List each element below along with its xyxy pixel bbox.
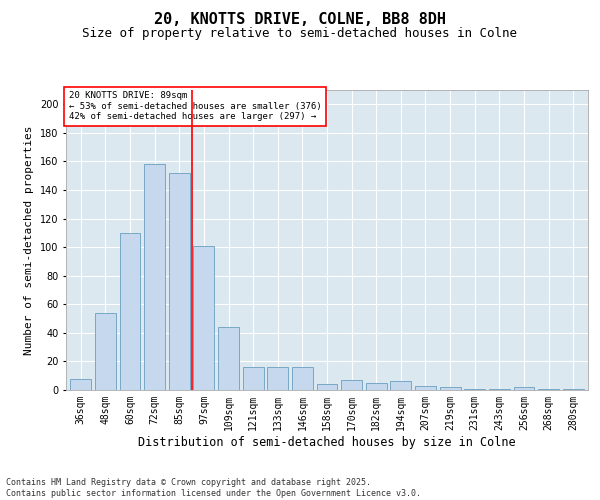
- Bar: [267, 367, 288, 390]
- Text: Contains HM Land Registry data © Crown copyright and database right 2025.
Contai: Contains HM Land Registry data © Crown c…: [6, 478, 421, 498]
- X-axis label: Distribution of semi-detached houses by size in Colne: Distribution of semi-detached houses by …: [138, 436, 516, 448]
- Bar: [415, 386, 436, 390]
- Bar: [70, 378, 91, 390]
- Bar: [538, 388, 559, 390]
- Bar: [144, 164, 165, 390]
- Bar: [292, 367, 313, 390]
- Bar: [391, 382, 412, 390]
- Text: 20, KNOTTS DRIVE, COLNE, BB8 8DH: 20, KNOTTS DRIVE, COLNE, BB8 8DH: [154, 12, 446, 28]
- Bar: [218, 327, 239, 390]
- Bar: [193, 246, 214, 390]
- Text: Size of property relative to semi-detached houses in Colne: Size of property relative to semi-detach…: [83, 28, 517, 40]
- Bar: [95, 313, 116, 390]
- Bar: [366, 383, 387, 390]
- Bar: [563, 388, 584, 390]
- Bar: [169, 173, 190, 390]
- Bar: [119, 233, 140, 390]
- Bar: [514, 387, 535, 390]
- Bar: [242, 367, 263, 390]
- Bar: [464, 388, 485, 390]
- Bar: [440, 387, 461, 390]
- Bar: [489, 388, 510, 390]
- Y-axis label: Number of semi-detached properties: Number of semi-detached properties: [25, 125, 34, 355]
- Bar: [317, 384, 337, 390]
- Text: 20 KNOTTS DRIVE: 89sqm
← 53% of semi-detached houses are smaller (376)
42% of se: 20 KNOTTS DRIVE: 89sqm ← 53% of semi-det…: [68, 92, 321, 122]
- Bar: [341, 380, 362, 390]
